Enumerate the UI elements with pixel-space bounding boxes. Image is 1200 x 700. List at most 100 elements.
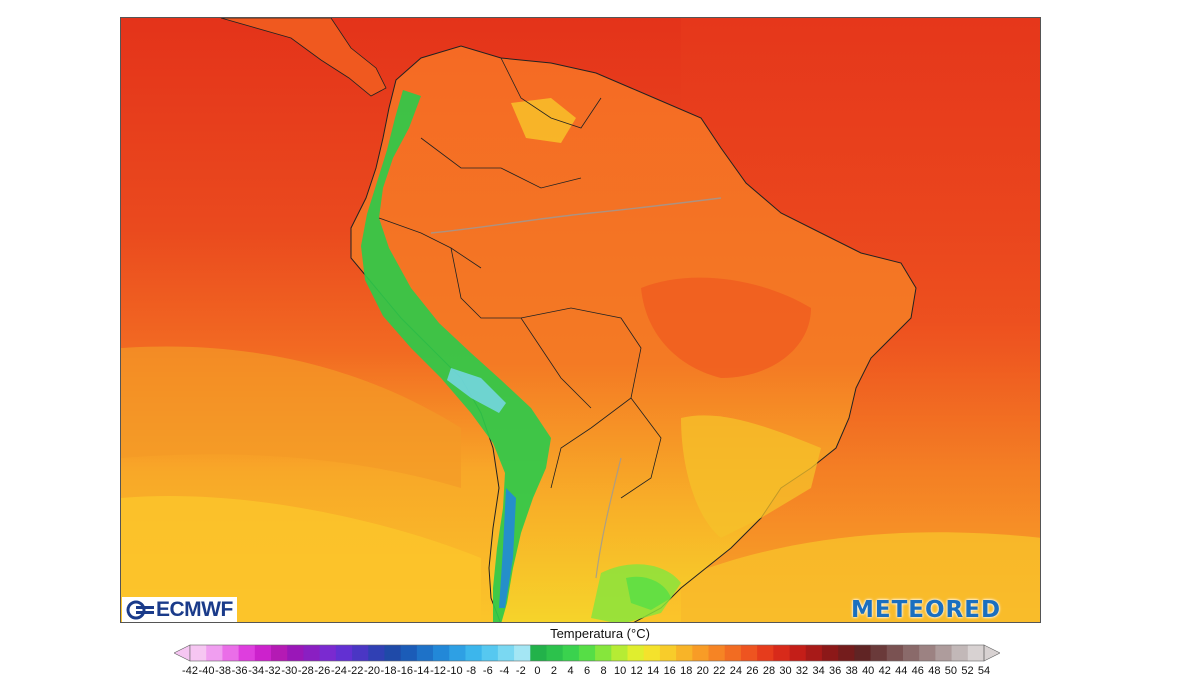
colorbar-tick-label: -6 bbox=[482, 665, 493, 677]
colorbar-tick-labels: -42 -40 -38 -36 -34 -32 -30 -28 -26 -24 -22 -20 -18-… bbox=[0, 665, 1200, 681]
colorbar-tick-label: 40 bbox=[862, 665, 875, 677]
colorbar-tick-label: 46 bbox=[911, 665, 924, 677]
colorbar-tick-label: 6 bbox=[583, 665, 591, 677]
colorbar-tick-label: -28 bbox=[297, 665, 314, 677]
colorbar-tick-label: -34 bbox=[248, 665, 265, 677]
ecmwf-logo-text: ECMWF bbox=[156, 597, 233, 621]
uruguay-green-patch bbox=[626, 576, 671, 610]
colorbar-tick-label: 8 bbox=[600, 665, 607, 677]
country-borders bbox=[378, 57, 662, 499]
colorbar-tick-label: 2 bbox=[550, 665, 557, 677]
colorbar-tick-label: -32 bbox=[264, 665, 281, 677]
colorbar-tick-label: 20 bbox=[696, 665, 709, 677]
colorbar-tick-label: 26 bbox=[746, 665, 759, 677]
southeast-brazil-mild bbox=[681, 415, 821, 538]
colorbar-tick-label: 16 bbox=[663, 665, 676, 677]
amazon-river bbox=[430, 197, 722, 234]
colorbar-tick-label: 54 bbox=[977, 665, 991, 677]
ecmwf-emblem-icon bbox=[126, 600, 154, 619]
colorbar-segment bbox=[821, 645, 839, 661]
colorbar-segment bbox=[951, 645, 969, 661]
colorbar-tick-label: 48 bbox=[928, 665, 941, 677]
colorbar-tick-label: 44 bbox=[895, 665, 908, 677]
colorbar-segment bbox=[254, 645, 272, 661]
colorbar-tick-label: 4 bbox=[567, 665, 574, 677]
colorbar-segment bbox=[757, 645, 774, 661]
colorbar-left-arrow bbox=[174, 644, 191, 662]
colorbar-segment bbox=[481, 645, 499, 661]
colorbar-tick-label: -40 bbox=[198, 665, 215, 677]
colorbar-tick-label: -12 bbox=[430, 665, 447, 677]
colorbar-tick-label: 42 bbox=[878, 665, 891, 677]
colorbar-segment bbox=[497, 645, 515, 661]
temperature-colorbar bbox=[174, 644, 1000, 662]
colorbar-tick-label: -4 bbox=[499, 665, 510, 677]
colorbar-tick-label: -26 bbox=[314, 665, 331, 677]
colorbar-tick-label: 38 bbox=[845, 665, 858, 677]
colorbar-segment bbox=[740, 645, 758, 661]
colorbar-segment bbox=[578, 645, 596, 661]
colorbar-tick-label: 10 bbox=[613, 665, 627, 677]
colorbar-segment bbox=[368, 645, 385, 661]
colorbar-tick-label: 18 bbox=[680, 665, 693, 677]
colorbar-segment bbox=[465, 645, 483, 661]
colorbar-tick-label: 32 bbox=[795, 665, 809, 677]
colorbar-segment bbox=[870, 645, 888, 661]
colorbar-segment bbox=[400, 645, 418, 661]
colorbar-segment bbox=[271, 645, 288, 661]
colorbar-tick-label: -18 bbox=[380, 665, 397, 677]
colorbar-tick-label: -8 bbox=[466, 665, 477, 677]
colorbar-segment bbox=[854, 645, 871, 661]
colorbar-tick-label: 28 bbox=[762, 665, 776, 677]
colorbar-tick-label: 22 bbox=[713, 665, 726, 677]
colorbar-tick-label: -24 bbox=[330, 665, 347, 677]
colorbar-segment bbox=[190, 645, 207, 661]
meteored-logo: METEORED bbox=[851, 597, 1001, 623]
colorbar-segment bbox=[643, 645, 661, 661]
colorbar-segment bbox=[902, 645, 920, 661]
colorbar-tick-label: -22 bbox=[347, 665, 364, 677]
colorbar-tick-label: -20 bbox=[364, 665, 380, 677]
south-atlantic-cool-band bbox=[681, 532, 1040, 622]
colorbar-tick-label: 50 bbox=[944, 665, 958, 677]
colorbar-tick-label: -10 bbox=[446, 665, 463, 677]
colorbar-tick-label: -36 bbox=[231, 665, 248, 677]
colorbar-tick-label: 0 bbox=[534, 665, 541, 677]
colorbar-segment bbox=[692, 645, 709, 661]
colorbar-segment bbox=[303, 645, 321, 661]
colorbar-segment bbox=[676, 645, 693, 661]
colorbar-tick-label: -14 bbox=[413, 665, 430, 677]
colorbar-segment bbox=[562, 645, 580, 661]
colorbar-segment bbox=[238, 645, 256, 661]
parana-river bbox=[595, 457, 622, 579]
colorbar-segment bbox=[530, 645, 547, 661]
colorbar-tick-label: -16 bbox=[397, 665, 413, 677]
colorbar-segment bbox=[708, 645, 726, 661]
colorbar-tick-label: 36 bbox=[828, 665, 842, 677]
colorbar-segment bbox=[789, 645, 807, 661]
colorbar-tick-label: 14 bbox=[647, 665, 660, 677]
colorbar-segment bbox=[967, 645, 985, 661]
south-pacific-cool-band bbox=[121, 496, 481, 622]
colorbar-segment bbox=[352, 645, 369, 661]
colorbar-segment bbox=[935, 645, 952, 661]
colorbar-tick-label: 52 bbox=[961, 665, 974, 677]
colorbar-tick-label: -38 bbox=[215, 665, 232, 677]
temperature-map bbox=[120, 17, 1041, 623]
southern-andes-snow bbox=[499, 488, 516, 608]
colorbar-tick-label: 30 bbox=[779, 665, 792, 677]
colorbar-segment bbox=[627, 645, 645, 661]
legend-title: Temperatura (°C) bbox=[550, 626, 650, 641]
colorbar-tick-label: 34 bbox=[812, 665, 825, 677]
colorbar-segment bbox=[416, 645, 434, 661]
colorbar-segment bbox=[611, 645, 628, 661]
colorbar-segment bbox=[886, 645, 904, 661]
altiplano-cold-spots bbox=[447, 368, 506, 413]
ecmwf-logo: ECMWF bbox=[122, 597, 237, 622]
colorbar-outline bbox=[189, 644, 985, 662]
brazil-plateau-warm-core bbox=[641, 277, 811, 378]
colorbar-segment bbox=[433, 645, 450, 661]
pacific-mid-band bbox=[121, 346, 461, 488]
colorbar-segment bbox=[659, 645, 677, 661]
colorbar-segment bbox=[335, 645, 353, 661]
